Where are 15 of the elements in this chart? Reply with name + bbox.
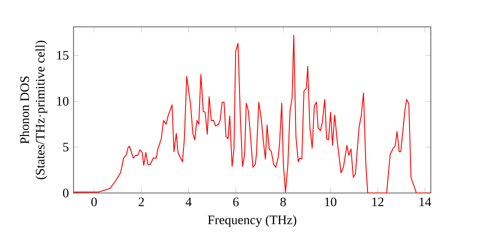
x-tick-label: 12: [372, 198, 384, 206]
x-tick-label: 14: [420, 198, 432, 206]
x-tick-label: 6: [233, 198, 239, 206]
x-axis-title: Frequency (THz): [208, 215, 296, 227]
x-tick-label: 2: [138, 198, 144, 206]
y-tick-label: 15: [57, 51, 68, 60]
y-tick-label: 0: [62, 188, 68, 198]
x-tick-label: 10: [325, 198, 336, 206]
y-axis-title: Phonon DOS (States/THz·primitive cell): [20, 40, 48, 180]
x-tick-label: 0: [91, 198, 97, 206]
x-tick-label: 4: [186, 198, 192, 206]
y-tick-label: 5: [63, 142, 68, 152]
y-tick-label: 10: [57, 96, 68, 106]
line-series: [74, 34, 431, 194]
x-tick-label: 8: [280, 198, 286, 206]
